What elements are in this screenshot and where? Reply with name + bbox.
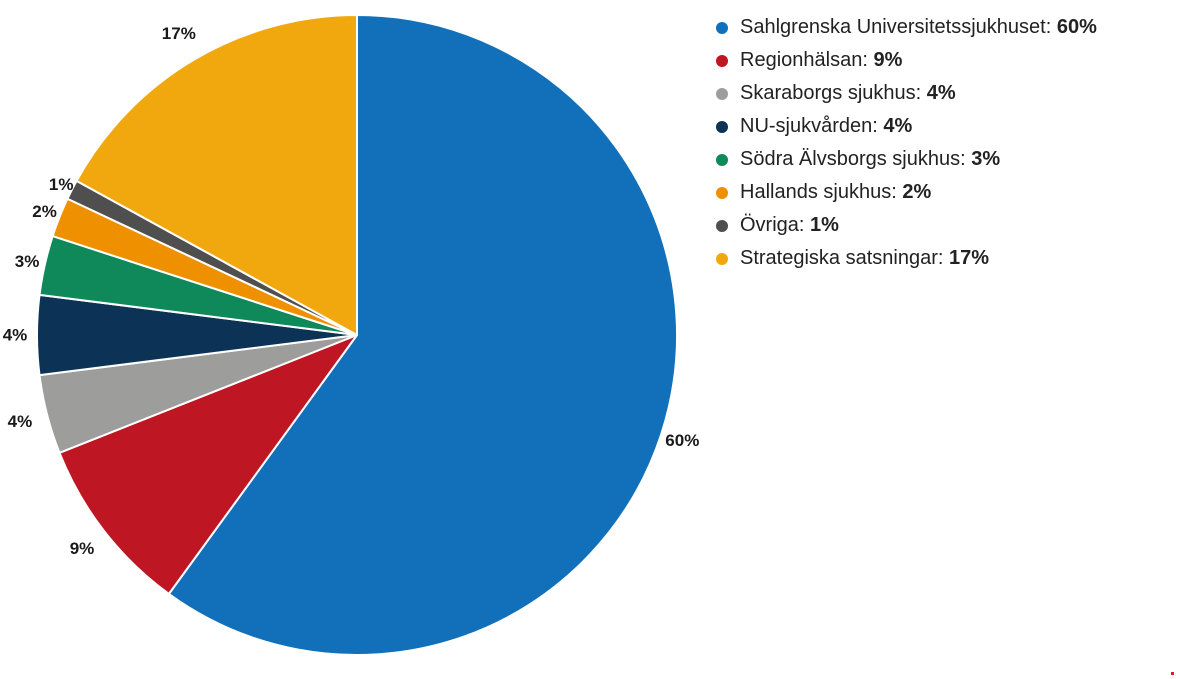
pie-data-label: 17% [162, 24, 196, 43]
legend-item-name: Skaraborgs sjukhus [740, 82, 916, 104]
pie-data-label: 3% [15, 252, 40, 271]
legend-marker-icon [716, 153, 728, 166]
legend-item: Södra Älvsborgs sjukhus: 3% [716, 143, 1097, 176]
legend-marker-icon [716, 186, 728, 199]
legend-item-separator: : [891, 181, 903, 203]
legend-marker-icon [716, 120, 728, 133]
legend-item-value: 4% [926, 82, 956, 104]
legend-item: Övriga: 1% [716, 209, 1097, 242]
legend-marker-icon [716, 87, 728, 100]
legend-item: Regionhälsan: 9% [716, 44, 1097, 77]
pie-data-label: 4% [8, 412, 33, 431]
pie-slice [75, 14, 358, 336]
pie-data-label: 4% [3, 326, 28, 345]
legend-item-value: 4% [883, 115, 913, 137]
corner-mark [1171, 672, 1174, 675]
legend-item-separator: : [872, 115, 884, 137]
legend-item: NU-sjukvården: 4% [716, 110, 1097, 143]
legend-item-value: 1% [810, 214, 839, 236]
pie-data-label: 60% [665, 431, 699, 450]
legend-item-separator: : [862, 49, 874, 71]
legend-item-name: NU-sjukvården [740, 115, 873, 137]
pie-data-label: 9% [70, 539, 95, 558]
pie-slice [167, 14, 678, 656]
legend-marker-icon [716, 252, 728, 265]
legend-item-name: Södra Älvsborgs sjukhus [740, 148, 961, 170]
legend-item: Hallands sjukhus: 2% [716, 176, 1097, 209]
legend-item: Sahlgrenska Universitetssjukhuset: 60% [716, 11, 1097, 44]
pie-data-label: 1% [49, 175, 74, 194]
legend-item-value: 3% [971, 148, 1001, 170]
chart-legend: Sahlgrenska Universitetssjukhuset: 60% Re… [716, 11, 1097, 275]
legend-item-value: 17% [949, 247, 990, 269]
legend-item-name: Strategiska satsningar [740, 247, 938, 269]
pie-data-label: 2% [32, 202, 57, 221]
legend-item-separator: : [937, 247, 950, 269]
pie-slice [58, 334, 358, 595]
legend-item-name: Hallands sjukhus [740, 181, 892, 203]
legend-marker-icon [716, 219, 728, 232]
legend-item-value: 2% [902, 181, 932, 203]
pie-data-labels: 60% 9% 4% 4% 3% 2% 1% 17% [3, 24, 700, 558]
legend-item-value: 60% [1056, 16, 1097, 38]
legend-item-separator: : [960, 148, 972, 170]
legend-item-name: Övriga [740, 214, 799, 236]
pie-slices [35, 14, 678, 656]
legend-item-name: Sahlgrenska Universitetssjukhuset [740, 16, 1046, 38]
legend-marker-icon [716, 21, 728, 34]
legend-item-separator: : [1045, 16, 1057, 38]
legend-item: Skaraborgs sjukhus: 4% [716, 77, 1097, 110]
legend-marker-icon [716, 54, 728, 67]
legend-item-value: 9% [873, 49, 903, 71]
legend-item-separator: : [915, 82, 927, 104]
legend-item-name: Regionhälsan [740, 49, 863, 71]
legend-item: Strategiska satsningar: 17% [716, 242, 1097, 275]
legend-item-separator: : [798, 214, 811, 236]
